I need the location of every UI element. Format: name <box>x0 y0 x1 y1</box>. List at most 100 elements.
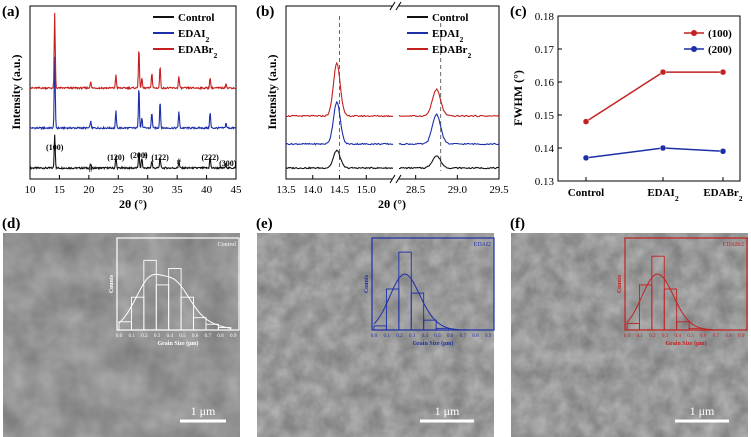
histogram-label: EDAI2 <box>474 242 491 248</box>
legend-label: EDAI2 <box>432 28 464 44</box>
category-label: EDAI2 <box>647 187 679 203</box>
histogram-x-tick: 0.9 <box>230 333 237 339</box>
fwhm-point <box>659 144 667 152</box>
histogram-x-tick: 0.8 <box>217 333 224 339</box>
histogram-fit-curve <box>373 273 486 331</box>
legend-label: EDABr2 <box>178 44 217 60</box>
xrd-zoom-frame <box>285 5 500 180</box>
histogram-x-tick: 0.0 <box>371 333 378 339</box>
xrd-full-frame <box>29 5 237 180</box>
legend-label: EDAI2 <box>178 28 210 44</box>
histogram-fit-curve <box>626 273 739 331</box>
panel-label-e: (e) <box>256 216 273 232</box>
x-tick-label: 28.5 <box>406 184 426 196</box>
scale-bar-label: 1 μm <box>435 404 460 418</box>
legend-label: Control <box>432 12 468 24</box>
category-label: Control <box>568 187 604 199</box>
histogram-x-tick: 0.6 <box>192 333 199 339</box>
histogram-x-tick: 0.6 <box>700 333 707 339</box>
axis-break-mask <box>392 3 399 9</box>
fwhm-frame <box>557 15 741 182</box>
histogram-bar <box>423 319 437 331</box>
histogram-label: Control <box>218 242 237 248</box>
histogram-x-tick: 0.1 <box>636 333 643 339</box>
histogram-x-tick: 0.4 <box>167 333 174 339</box>
xrd-series-EDAI2 <box>29 56 237 131</box>
histogram-ylabel: Counts <box>109 274 115 293</box>
histogram-bar <box>180 296 194 331</box>
peak-annotation: # <box>143 151 147 160</box>
xrd-zoom-xlabel: 2θ (°) <box>378 197 406 211</box>
y-tick-label: 0.13 <box>535 176 555 188</box>
xrd-full-chart: Intensity (a.u.) 2θ (°) 10 15 20 25 30 35 40 45… <box>9 5 242 211</box>
legend-marker <box>691 30 697 36</box>
histogram-ylabel: Counts <box>364 274 370 293</box>
legend-label: Control <box>178 12 214 24</box>
histogram-bar <box>676 321 690 331</box>
histogram-xlabel: Grain Size (μm) <box>412 340 453 347</box>
histogram-x-tick: 0.2 <box>649 333 656 339</box>
histogram-x-tick: 0.9 <box>485 333 492 339</box>
histogram-x-tick: 0.9 <box>738 333 745 339</box>
y-tick-label: 0.15 <box>535 110 555 122</box>
fwhm-chart: FWHM (°) 0.13 0.14 0.15 0.16 0.17 0.18 Control… <box>511 11 743 203</box>
histogram-xlabel: Grain Size (μm) <box>157 340 198 347</box>
histogram-bar <box>398 251 412 331</box>
fwhm-point <box>719 148 727 155</box>
panel-label-f: (f) <box>510 216 525 232</box>
histogram-bar <box>688 327 702 331</box>
panel-label-d: (d) <box>2 216 20 232</box>
x-tick-label: 29.0 <box>448 184 468 196</box>
fwhm-line-(100) <box>585 71 723 123</box>
y-tick-label: 0.14 <box>535 143 555 155</box>
axis-break <box>389 1 396 11</box>
histogram-bar <box>435 327 449 331</box>
sem-panel-edai2: EDAI2 Counts 0.0 0.1 0.2 0.3 0.4 0.5 0.6 0.7 0.8 0.… <box>257 233 495 437</box>
sem-panel-edabr2: EDABr2 Counts 0.0 0.1 0.2 0.3 0.4 0.5 0.6 0.7 0.8 0… <box>511 233 748 437</box>
x-tick-label: 29.5 <box>489 184 509 196</box>
sem-image-texture <box>3 233 240 437</box>
peak-annotation: (300) <box>219 159 237 168</box>
histogram-x-tick: 0.7 <box>460 333 467 339</box>
legend-marker <box>691 46 697 52</box>
legend-label: (100) <box>708 28 732 40</box>
xrd-zoom-chart: Intensity (a.u.) 2θ (°) 13.5 14.0 14.5 15.0… <box>265 1 509 211</box>
xrd-full-ylabel: Intensity (a.u.) <box>9 54 23 129</box>
histogram-x-tick: 0.4 <box>675 333 682 339</box>
peak-annotation: (222) <box>201 153 219 162</box>
fwhm-ylabel: FWHM (°) <box>511 70 525 126</box>
x-tick-label: 25 <box>113 184 125 196</box>
fwhm-line-(200) <box>585 147 724 159</box>
sem-image-texture <box>511 233 748 437</box>
histogram-x-tick: 0.7 <box>205 333 212 339</box>
histogram-label: EDABr2 <box>723 242 744 248</box>
axis-break <box>389 174 396 184</box>
histogram-x-tick: 0.0 <box>116 333 123 339</box>
xrd-full-xlabel: 2θ (°) <box>119 197 147 211</box>
histogram-fit-curve <box>118 273 231 329</box>
y-tick-label: 0.17 <box>535 44 555 56</box>
y-tick-label: 0.18 <box>535 11 555 23</box>
histogram-x-tick: 0.3 <box>409 333 416 339</box>
panel-label-c: (c) <box>510 4 527 20</box>
scale-bar-label: 1 μm <box>690 404 715 418</box>
panel-label-b: (b) <box>256 4 274 20</box>
fwhm-point <box>719 68 727 76</box>
histogram-x-tick: 0.7 <box>713 333 720 339</box>
xrd-zoom-ylabel: Intensity (a.u.) <box>265 54 279 129</box>
xrd-series-Control <box>29 134 237 171</box>
axis-break-mask <box>392 176 399 182</box>
sem-panel-control: Control Counts 0.0 0.1 0.2 0.3 0.4 0.5 0.6 0.7 0.8… <box>3 233 240 437</box>
histogram-x-tick: 0.5 <box>179 333 186 339</box>
x-tick-label: 30 <box>142 184 154 196</box>
y-tick-label: 0.16 <box>535 77 555 89</box>
peak-annotation: # <box>89 165 93 174</box>
xrd-zoom-series-Control <box>285 149 500 170</box>
sem-image-texture <box>257 233 494 437</box>
axis-break <box>395 174 402 184</box>
fwhm-point <box>659 68 667 76</box>
legend-label: EDABr2 <box>432 44 471 60</box>
histogram-x-tick: 0.5 <box>687 333 694 339</box>
histogram-x-tick: 0.1 <box>128 333 135 339</box>
panel-label-a: (a) <box>2 4 20 20</box>
